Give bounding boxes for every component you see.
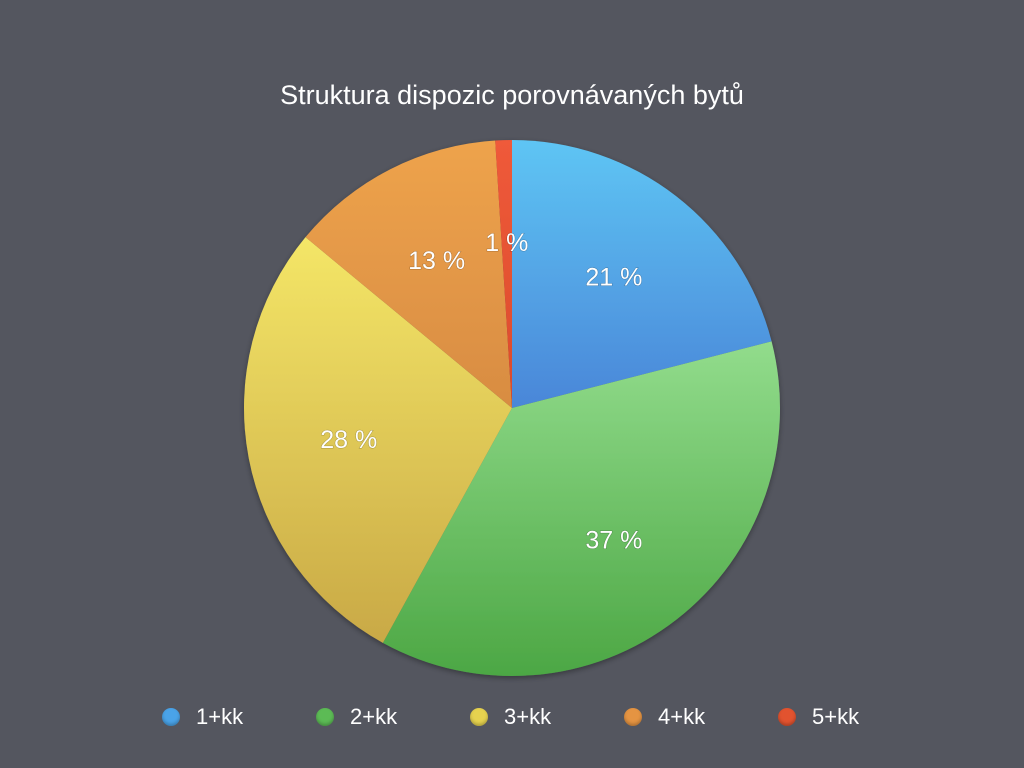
pie-slice-2+kk [382, 341, 780, 676]
slice-label-5+kk: 1 % [485, 229, 528, 257]
slice-label-1+kk: 21 % [585, 264, 642, 292]
legend: 1+kk 2+kk 3+kk 4+kk 5+kk [0, 700, 1024, 736]
slice-label-2+kk: 37 % [585, 526, 642, 554]
slice-label-4+kk: 13 % [408, 247, 465, 275]
legend-swatch [162, 708, 180, 726]
legend-label: 5+kk [812, 704, 860, 729]
legend-item-3+kk: 3+kk [470, 704, 551, 730]
pie-chart: 21 % 37 % 28 % 13 % 1 % [243, 140, 780, 676]
legend-label: 3+kk [504, 704, 552, 729]
legend-item-5+kk: 5+kk [778, 704, 859, 730]
chart-title: Struktura dispozic porovnávaných bytů [280, 80, 744, 110]
pie-slices [243, 140, 780, 676]
slice-label-3+kk: 28 % [320, 426, 377, 454]
legend-item-2+kk: 2+kk [316, 704, 397, 730]
legend-label: 1+kk [196, 704, 244, 729]
legend-swatch [624, 708, 642, 726]
pie-slice-4+kk [305, 140, 512, 408]
pie-slice-5+kk [495, 140, 512, 408]
legend-item-1+kk: 1+kk [162, 704, 243, 730]
pie-slice-1+kk [512, 140, 772, 408]
legend-swatch [470, 708, 488, 726]
pie-labels: 21 % 37 % 28 % 13 % 1 % [320, 228, 643, 554]
legend-item-4+kk: 4+kk [624, 704, 705, 730]
legend-label: 2+kk [350, 704, 398, 729]
legend-swatch [316, 708, 334, 726]
legend-label: 4+kk [658, 704, 706, 729]
pie-slice-3+kk [243, 237, 512, 643]
legend-swatch [778, 708, 796, 726]
